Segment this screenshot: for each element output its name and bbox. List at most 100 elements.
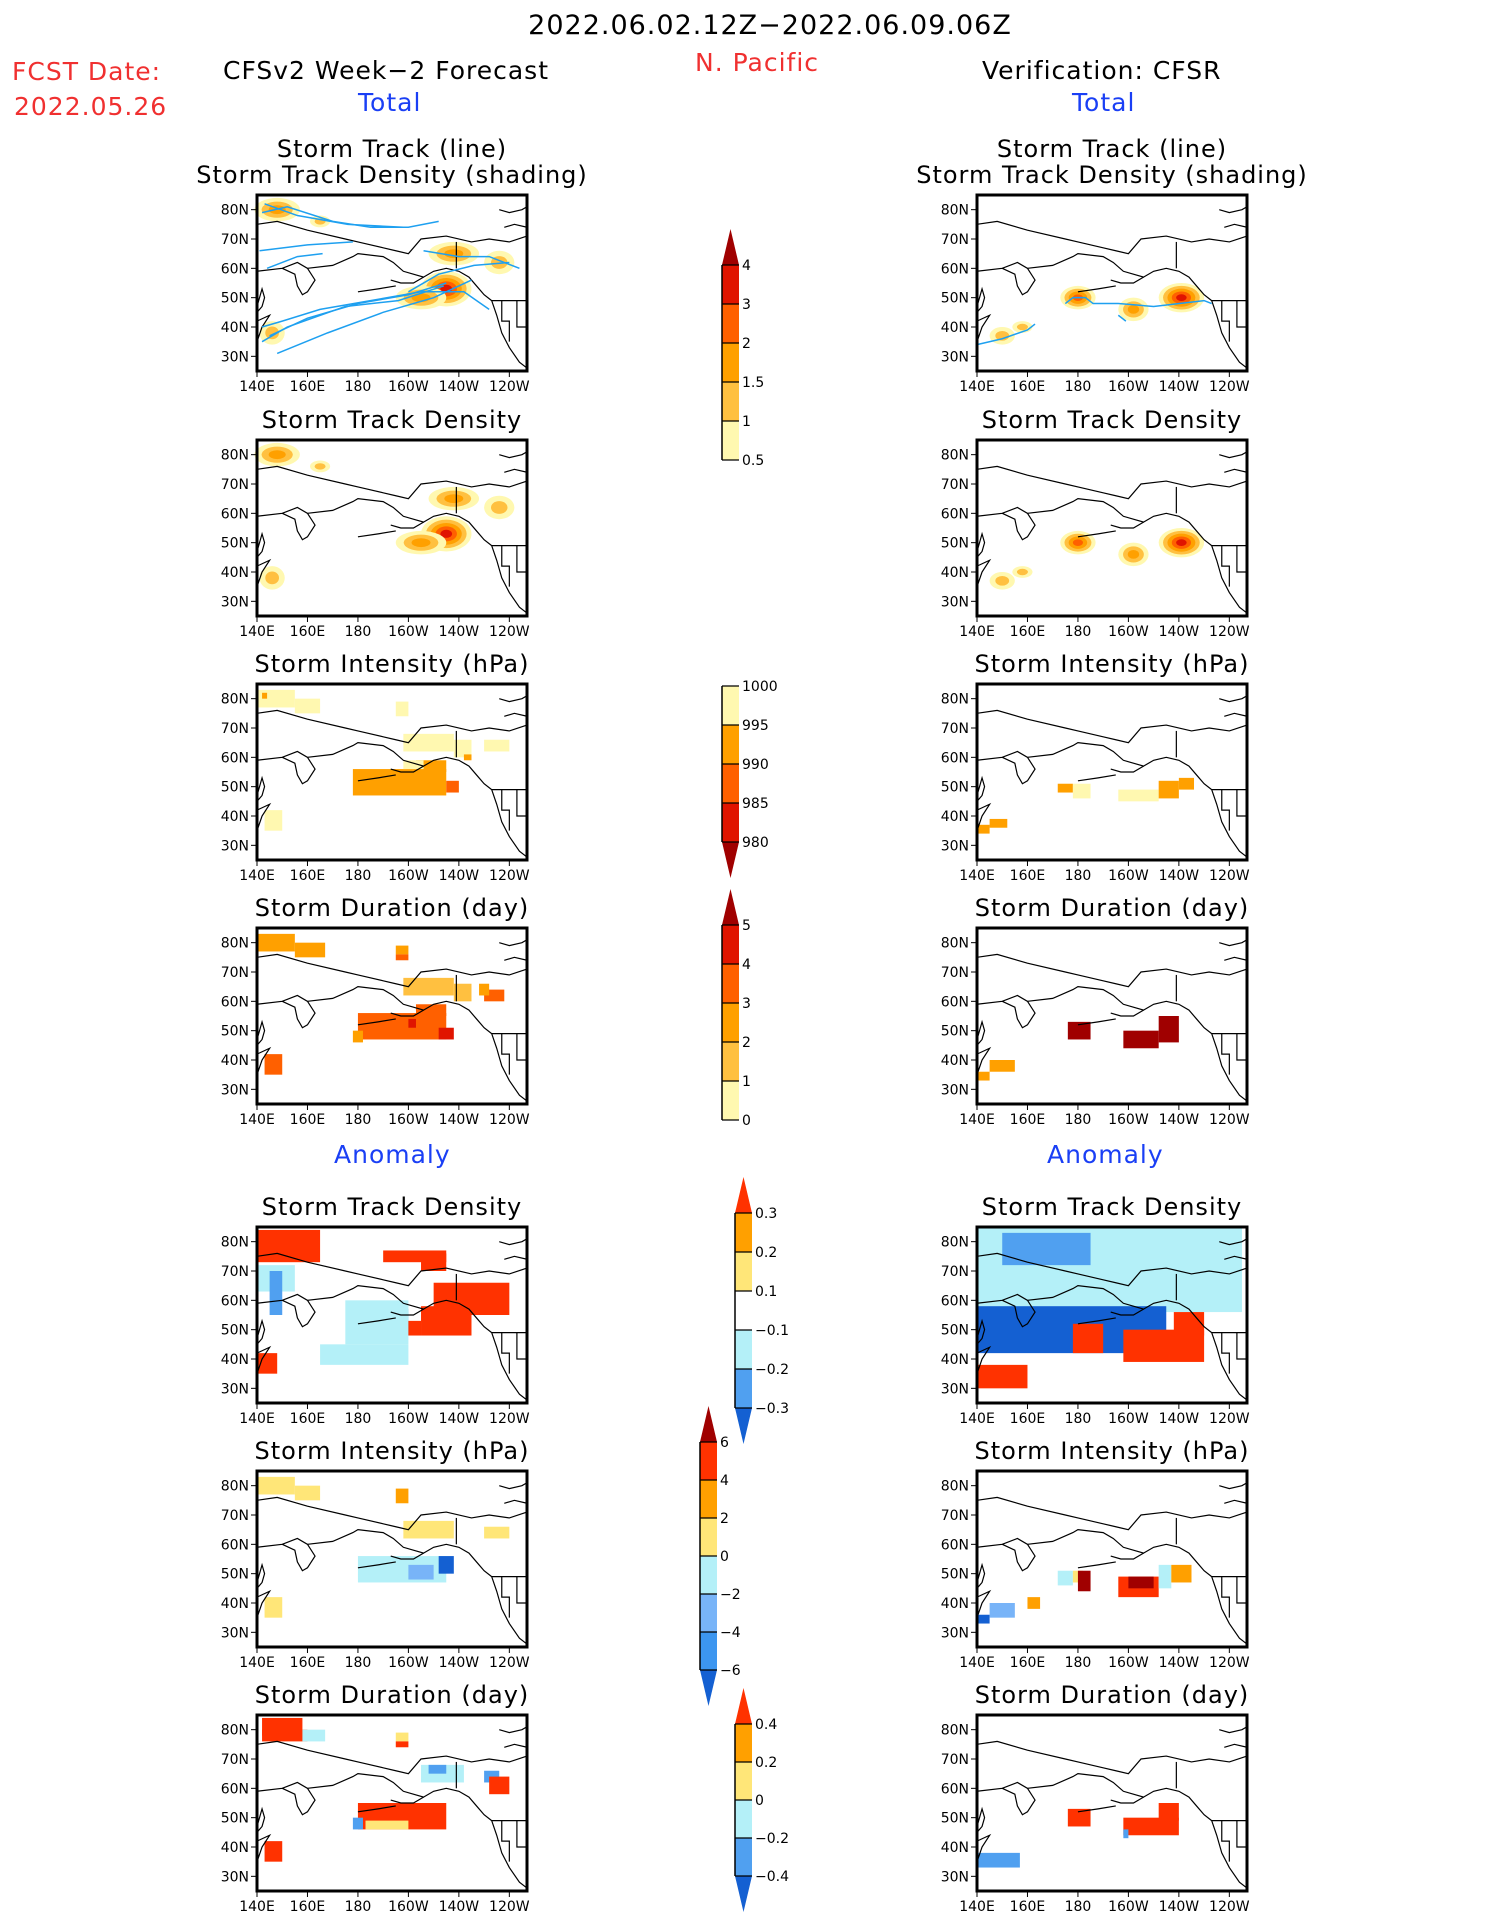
grid-cell: [1158, 1803, 1179, 1821]
coastline: [307, 253, 528, 369]
lon-tick-label: 180: [1065, 1655, 1092, 1671]
map-frame: [975, 1469, 1249, 1649]
lat-tick-label: 70N: [221, 1508, 249, 1524]
panel-title: Storm Track Density (shading): [196, 161, 588, 189]
lon-tick-label: 140E: [959, 1655, 995, 1671]
lat-tick-label: 60N: [941, 1293, 969, 1309]
colorbar-segment: [735, 1724, 752, 1762]
coastline: [1219, 695, 1248, 703]
grid-cell: [484, 1526, 510, 1539]
coastline: [256, 220, 528, 255]
panel-title: Storm Track (line): [996, 135, 1228, 163]
coastline: [256, 802, 272, 831]
coastline: [504, 1499, 528, 1504]
lon-tick-label: 140E: [239, 379, 275, 395]
lat-tick-label: 40N: [221, 1053, 249, 1069]
storm-track-line: [264, 203, 404, 229]
lon-tick-label: 160W: [388, 1411, 429, 1427]
lon-tick-label: 140E: [959, 868, 995, 884]
lon-tick-label: 160E: [1010, 868, 1046, 884]
colorbar-segment: [700, 1556, 717, 1594]
map-panel: 80N 70N 60N 50N 40N 30N 140E 160E 180 160W 140W 120…: [941, 926, 1250, 1128]
map-frame: [255, 193, 529, 373]
colorbar-segment: [722, 304, 739, 343]
lat-tick-label: 50N: [221, 291, 249, 307]
lon-tick-label: 120W: [489, 868, 530, 884]
coastline: [1219, 1482, 1248, 1490]
colorbar-segment: [735, 1252, 752, 1291]
colorbar-segment: [722, 421, 739, 460]
coastline: [390, 1009, 424, 1017]
coastline: [256, 1833, 272, 1862]
map-panel: 80N 70N 60N 50N 40N 30N 140E 160E 180 160W 140W 120…: [221, 1713, 530, 1915]
grid-cell: [977, 824, 990, 834]
lat-tick-label: 70N: [221, 1752, 249, 1768]
grid-cell: [1072, 1323, 1104, 1354]
lat-tick-label: 70N: [941, 721, 969, 737]
lon-tick-label: 140E: [239, 868, 275, 884]
coastline: [501, 789, 510, 831]
lat-tick-label: 70N: [941, 1508, 969, 1524]
colorbar-segment: [722, 803, 739, 842]
coastline: [504, 1255, 528, 1260]
lat-tick-label: 40N: [941, 1840, 969, 1856]
coastline: [357, 1018, 396, 1026]
density-contour: [444, 494, 464, 504]
coastline: [256, 1806, 266, 1833]
panel-title: Storm Track (line): [276, 135, 508, 163]
colorbar-segment: [735, 1291, 752, 1330]
coastline: [1077, 1317, 1116, 1325]
colorbar-label: 2: [742, 1035, 751, 1051]
grid-cell: [1128, 1576, 1154, 1589]
coastline: [1224, 956, 1248, 961]
storm-track-line: [269, 282, 447, 337]
panel-title: Storm Track Density (shading): [916, 161, 1308, 189]
colorbar-segment: [722, 1003, 739, 1042]
grid-cell: [1158, 1016, 1179, 1043]
colorbar-label: −0.1: [755, 1323, 789, 1339]
forecast-column-title: CFSv2 Week−2 Forecast: [223, 56, 549, 85]
storm-track-line: [266, 252, 323, 270]
coastline: [1219, 1726, 1248, 1734]
lat-tick-label: 50N: [221, 780, 249, 796]
map-frame: [975, 193, 1249, 373]
coastline: [1224, 1743, 1248, 1748]
coastline: [390, 765, 424, 773]
lat-tick-label: 30N: [941, 349, 969, 365]
colorbar-label: 6: [720, 1435, 729, 1451]
lat-tick-label: 40N: [221, 809, 249, 825]
grid-cell: [484, 989, 505, 1002]
lat-tick-label: 30N: [221, 838, 249, 854]
coastline: [976, 313, 992, 342]
coastline: [256, 1046, 272, 1075]
storm-track-line: [423, 249, 520, 270]
lon-tick-label: 140W: [439, 1899, 480, 1915]
colorbar-label: 0.2: [755, 1755, 777, 1771]
grid-cell: [264, 810, 283, 831]
colorbar-label: −0.4: [755, 1869, 789, 1885]
lon-tick-label: 160E: [290, 1655, 326, 1671]
panel-title: Storm Duration (day): [254, 894, 530, 922]
grid-cell: [989, 1060, 1015, 1072]
map-frame: [255, 438, 529, 618]
grid-cell: [395, 1732, 409, 1742]
grid-cell: [1158, 780, 1179, 799]
grid-cell: [408, 1564, 434, 1580]
coastline: [1027, 253, 1248, 369]
lon-tick-label: 120W: [489, 1899, 530, 1915]
map-panel: 80N 70N 60N 50N 40N 30N 140E 160E 180 160W 140W 120…: [941, 682, 1250, 884]
lat-tick-label: 30N: [221, 349, 249, 365]
coastline: [256, 1318, 266, 1345]
colorbar-label: 0: [755, 1793, 764, 1809]
storm-track-line: [261, 285, 444, 343]
coastline: [499, 1238, 528, 1246]
colorbar-label: 0.5: [742, 453, 764, 469]
coastline: [501, 1576, 510, 1618]
coastline: [1219, 1238, 1248, 1246]
coastline: [1077, 1018, 1116, 1026]
map-frame: [975, 1225, 1249, 1405]
panel-title: Storm Duration (day): [974, 894, 1250, 922]
grid-cell: [479, 983, 490, 996]
lon-tick-label: 140W: [1159, 624, 1200, 640]
lat-tick-label: 80N: [221, 936, 249, 952]
